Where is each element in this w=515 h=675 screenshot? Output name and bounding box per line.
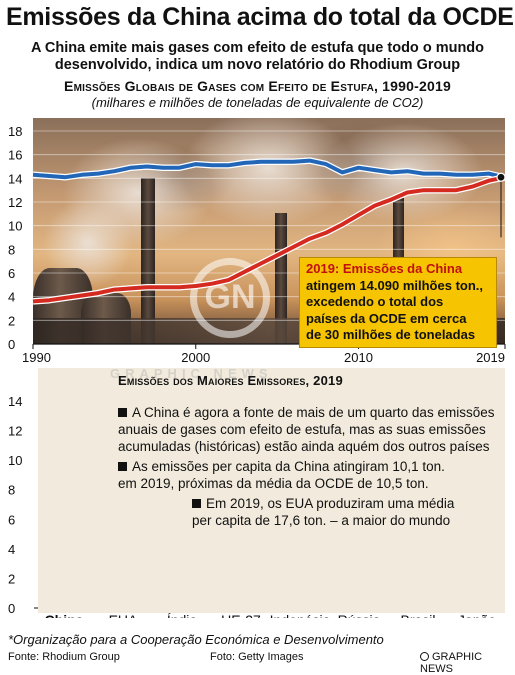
note-line: A China é agora a fonte de mais de um qu…: [132, 405, 495, 420]
bar-category-label: Indonésia: [270, 612, 331, 618]
y-tick-label: 4: [8, 290, 15, 305]
bullet-square-icon: [118, 408, 127, 417]
callout-box: 2019: Emissões da China atingem 14.090 m…: [299, 257, 497, 348]
y-tick-label: 6: [8, 266, 15, 281]
y-tick-label: 10: [8, 219, 22, 234]
note-china-share: A China é agora a fonte de mais de um qu…: [118, 404, 494, 455]
callout-line: de 30 milhões de toneladas: [306, 327, 476, 342]
footnote: *Organização para a Cooperação Económica…: [8, 632, 384, 647]
bar-y-tick-label: 4: [8, 542, 15, 557]
bar-y-tick-label: 6: [8, 512, 15, 527]
oecd-series-line: [32, 158, 506, 180]
callout-line: países da OCDE em cerca: [306, 310, 467, 326]
bar-category-label: Rússia: [338, 612, 381, 618]
note-line: acumuladas (históricas) estão ainda aqué…: [118, 439, 490, 454]
callout-line: atingem 14.090 milhões ton.,: [306, 277, 483, 293]
note-line: anuais de gases com efeito de estufa, ma…: [118, 422, 486, 437]
subtitle-line: desenvolvido, indica um novo relatório d…: [54, 57, 461, 73]
bar-y-tick-label: 12: [8, 424, 22, 439]
bullet-square-icon: [192, 499, 201, 508]
brand-credit: GRAPHIC NEWS: [420, 651, 515, 675]
note-line: Em 2019, os EUA produziram uma média: [206, 496, 455, 511]
line-chart-title: Emissões Globais de Gases com Efeito de …: [64, 78, 451, 94]
y-tick-label: 8: [8, 242, 15, 257]
bar-category-label: UE-27: [221, 612, 261, 618]
callout-line: excedendo o total dos: [306, 294, 444, 309]
bar-category-label: China: [45, 612, 84, 618]
y-tick-label: 18: [8, 124, 22, 139]
brand-name: GRAPHIC NEWS: [420, 651, 483, 675]
bar-category-label: EUA: [109, 612, 138, 618]
china-series-line: [32, 175, 506, 304]
subtitle-line: A China emite mais gases com efeito de e…: [30, 40, 485, 56]
bar-y-tick-label: 14: [8, 394, 22, 409]
y-tick-label: 0: [8, 337, 15, 352]
note-usa: Em 2019, os EUA produziram uma média per…: [192, 495, 454, 529]
bar-y-tick-label: 10: [8, 453, 22, 468]
note-per-capita: As emissões per capita da China atingira…: [118, 458, 445, 492]
page-title: Emissões da China acima do total da OCDE: [6, 3, 514, 31]
bullet-square-icon: [118, 462, 127, 471]
bar-category-label: Índia: [167, 612, 198, 618]
x-tick-label: 2010: [344, 350, 373, 365]
bar-y-tick-label: 0: [8, 601, 15, 616]
callout-line: 2019: Emissões da China: [306, 261, 463, 276]
x-tick-label: 2019: [476, 350, 505, 365]
y-tick-label: 2: [8, 313, 15, 328]
y-tick-label: 12: [8, 195, 22, 210]
bar-chart-title: Emissões dos Maiores Emissores, 2019: [118, 373, 343, 388]
source-credit: Fonte: Rhodium Group: [8, 651, 120, 663]
brand-logo-icon: [420, 652, 429, 661]
note-line: As emissões per capita da China atingira…: [132, 459, 445, 474]
note-line: per capita de 17,6 ton. – a maior do mun…: [192, 513, 451, 528]
bar-y-tick-label: 2: [8, 571, 15, 586]
photo-credit: Foto: Getty Images: [210, 651, 304, 663]
line-chart-unit: (milhares e milhões de toneladas de equi…: [91, 95, 424, 110]
bars-panel: [38, 368, 505, 613]
watermark-text: GRAPHIC NEWS: [110, 366, 273, 381]
x-tick-label: 2000: [181, 350, 210, 365]
y-tick-label: 16: [8, 148, 22, 163]
subtitle: A China emite mais gases com efeito de e…: [0, 40, 515, 74]
crossover-point: [496, 172, 506, 182]
bar-category-label: Brasil: [400, 612, 435, 618]
bar-category-label: Japão: [458, 612, 496, 618]
y-tick-label: 14: [8, 171, 22, 186]
bar-y-tick-label: 8: [8, 483, 15, 498]
note-line: em 2019, próximas da média da OCDE de 10…: [118, 476, 429, 491]
x-tick-label: 1990: [22, 350, 51, 365]
